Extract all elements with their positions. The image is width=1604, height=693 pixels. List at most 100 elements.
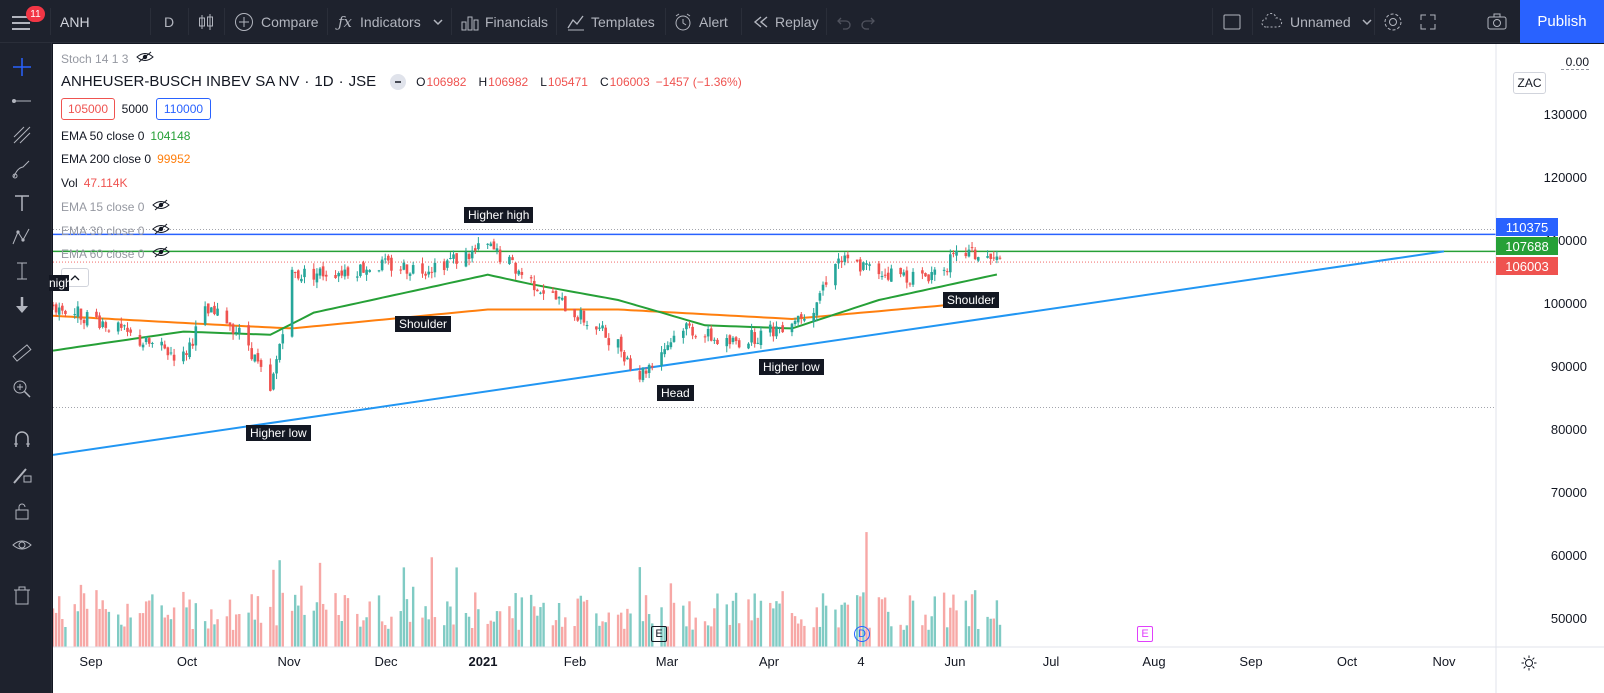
currency-button[interactable]: ZAC	[1513, 72, 1546, 94]
candle-body	[834, 263, 837, 286]
volume-bar	[946, 627, 949, 647]
fullscreen-button[interactable]	[1418, 0, 1438, 43]
volume-bar	[281, 592, 284, 647]
magnet-tool[interactable]	[10, 429, 34, 453]
candle-body	[964, 253, 968, 257]
input-step[interactable]: 5000	[117, 98, 153, 120]
candle-body	[681, 330, 685, 338]
brush-tool[interactable]	[10, 159, 34, 183]
crosshair-tool[interactable]	[10, 57, 34, 81]
study-legend[interactable]: EMA 60 close 0	[61, 246, 171, 261]
financials-button[interactable]: Financials	[460, 0, 548, 43]
layout-name-button[interactable]: Unnamed	[1260, 0, 1373, 43]
indicators-button[interactable]: ƒx Indicators	[338, 0, 421, 43]
study-legend[interactable]: EMA 15 close 0	[61, 199, 171, 214]
volume-bar	[731, 600, 735, 647]
study-value: 99952	[157, 152, 191, 166]
hide-drawings-tool[interactable]	[10, 535, 34, 559]
pattern-tool[interactable]	[10, 227, 34, 251]
lock-drawings-tool[interactable]	[10, 501, 34, 525]
remove-drawings-tool[interactable]	[10, 585, 34, 609]
candle-body	[511, 257, 514, 261]
settings-button[interactable]	[1382, 0, 1404, 43]
snapshot-button[interactable]	[1486, 0, 1508, 43]
zoom-tool[interactable]	[10, 379, 34, 403]
candle-body	[911, 271, 915, 285]
volume-bar	[79, 584, 83, 647]
volume-bar	[303, 614, 306, 647]
candle-body	[473, 248, 477, 251]
time-scale-settings[interactable]	[1521, 655, 1537, 676]
annotation-higher-low-left[interactable]: Higher low	[246, 425, 311, 441]
pitchfork-tool[interactable]	[10, 125, 34, 149]
price-label: 80000	[1550, 422, 1587, 437]
alert-button[interactable]: Alert	[673, 0, 728, 43]
layout-button[interactable]	[1222, 0, 1242, 43]
candle-body	[520, 271, 524, 275]
annotation-cut-off[interactable]: nigh	[49, 275, 69, 291]
volume-bar	[293, 594, 297, 647]
volume-bar	[467, 616, 471, 647]
candle-body	[868, 264, 871, 266]
candle-body	[492, 241, 496, 250]
stay-in-drawing-tool[interactable]	[10, 465, 34, 489]
volume-bar	[952, 594, 955, 647]
symbol-search[interactable]: ANH	[60, 13, 90, 30]
candle-body	[334, 275, 337, 278]
eye-crossed-icon[interactable]	[152, 223, 171, 238]
undo-button[interactable]	[834, 0, 852, 43]
chart-type-button[interactable]	[196, 0, 216, 43]
annotation-higher-low-right[interactable]: Higher low	[759, 359, 824, 375]
chart-canvas[interactable]	[53, 44, 1604, 693]
annotation-head[interactable]: Head	[657, 385, 694, 401]
trend-line-tool[interactable]	[10, 91, 34, 115]
study-legend[interactable]: EMA 30 close 0	[61, 223, 171, 238]
volume-bar	[234, 614, 238, 647]
compare-button[interactable]: Compare	[233, 0, 319, 43]
eye-crossed-icon[interactable]	[152, 246, 171, 261]
redo-button[interactable]	[860, 0, 878, 43]
candle-body	[318, 268, 322, 276]
ruler-tool[interactable]	[10, 343, 34, 367]
volume-bar	[598, 625, 601, 647]
input-high[interactable]: 110000	[156, 98, 211, 120]
study-legend[interactable]: Vol 47.114K	[61, 176, 128, 190]
time-label: Sep	[79, 654, 103, 669]
annotation-shoulder-right[interactable]: Shoulder	[943, 292, 1000, 308]
eye-crossed-icon[interactable]	[152, 199, 171, 214]
candle-body	[924, 273, 927, 277]
study-legend[interactable]: EMA 200 close 0 99952	[61, 152, 190, 166]
candle-body	[973, 249, 977, 260]
study-legend[interactable]: EMA 50 close 0 104148	[61, 129, 190, 143]
publish-button[interactable]: Publish	[1520, 0, 1604, 43]
arrow-tool[interactable]	[10, 295, 34, 319]
eye-crossed-icon[interactable]	[136, 51, 155, 66]
indicators-dropdown[interactable]	[432, 0, 444, 43]
earnings-marker[interactable]: E	[651, 626, 667, 642]
volume-bar	[73, 604, 76, 647]
measure-tool[interactable]	[10, 261, 34, 285]
annotation-higher-high[interactable]: Higher high	[464, 207, 534, 223]
pencil-lock-icon	[11, 464, 33, 491]
candle-body	[536, 289, 539, 292]
templates-button[interactable]: Templates	[566, 0, 655, 43]
chart-pane[interactable]: Stoch 14 1 3 ANHEUSER-BUSCH INBEV SA NV …	[49, 44, 1604, 693]
minus-icon[interactable]	[390, 73, 407, 90]
future-earnings-marker[interactable]: E	[1137, 626, 1153, 642]
dividend-marker[interactable]: D	[854, 626, 870, 642]
interval-button[interactable]: D	[163, 13, 175, 30]
volume-bar	[449, 606, 452, 647]
replay-button[interactable]: Replay	[751, 0, 819, 43]
volume-bar	[818, 626, 822, 647]
text-icon	[11, 192, 33, 219]
time-label: Aug	[1142, 654, 1166, 669]
stoch-legend[interactable]: Stoch 14 1 3	[61, 51, 155, 66]
input-low[interactable]: 105000	[61, 98, 115, 120]
annotation-shoulder-left[interactable]: Shoulder	[395, 316, 452, 332]
text-tool[interactable]	[10, 193, 34, 217]
menu-button[interactable]	[10, 0, 34, 43]
volume-bar	[824, 605, 828, 647]
candle-body	[290, 269, 294, 337]
volume-bar	[837, 627, 840, 647]
